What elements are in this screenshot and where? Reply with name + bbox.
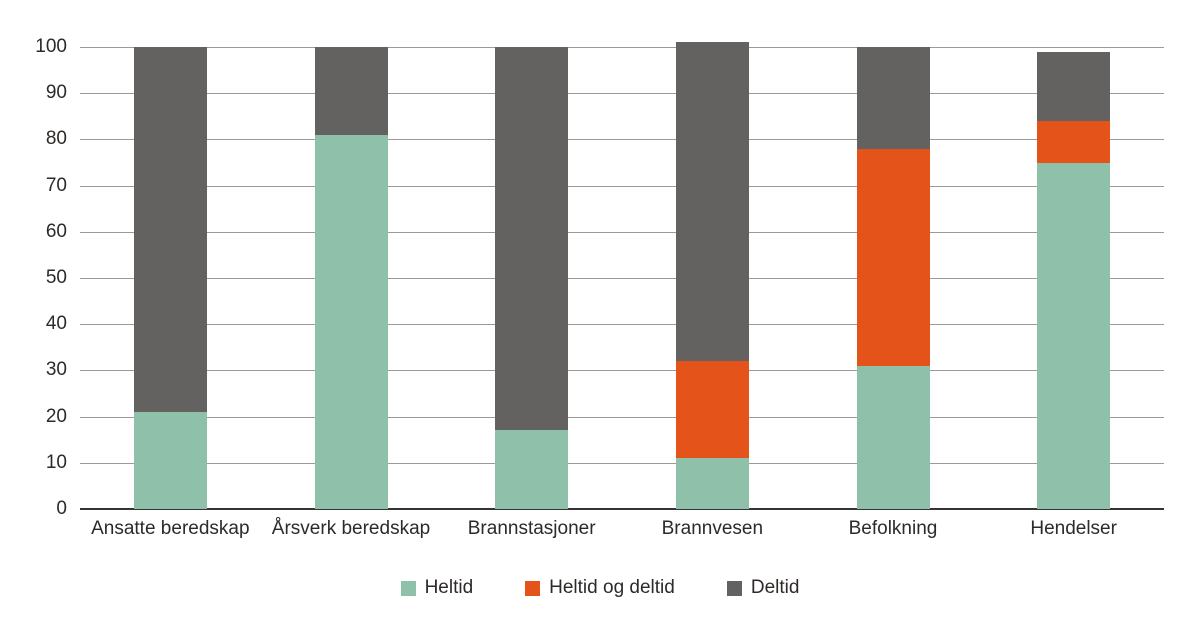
gridline-100 bbox=[80, 47, 1164, 48]
bar-segment-heltid bbox=[856, 365, 930, 509]
gridline-30 bbox=[80, 370, 1164, 372]
y-tick-label: 30 bbox=[45, 359, 67, 381]
legend-item-deltid: Deltid bbox=[726, 577, 800, 598]
bar-segment-heltid bbox=[675, 458, 749, 509]
bar-brannstasjoner bbox=[495, 47, 569, 509]
x-axis-label: Ansatte beredskap bbox=[91, 518, 250, 539]
y-tick-label: 10 bbox=[45, 451, 67, 473]
bar-segment-heltid bbox=[133, 411, 207, 509]
bar-segment-heltid-og-deltid bbox=[675, 361, 749, 459]
bar-segment-deltid bbox=[314, 47, 388, 135]
bar-segment-heltid-og-deltid bbox=[856, 148, 930, 366]
gridline-40 bbox=[80, 324, 1164, 326]
y-tick-label: 0 bbox=[56, 498, 67, 519]
legend: Heltid Heltid og deltid Deltid bbox=[0, 578, 1200, 598]
plot-area bbox=[80, 42, 1164, 510]
bar-befolkning bbox=[856, 47, 930, 509]
bar-segment-deltid bbox=[675, 42, 749, 362]
y-tick-label: 80 bbox=[45, 128, 67, 150]
gridline-70 bbox=[80, 185, 1164, 187]
x-axis-label: Befolkning bbox=[848, 518, 938, 539]
x-axis-label: Hendelser bbox=[1030, 518, 1117, 539]
bar--rsverk-beredskap bbox=[314, 47, 388, 509]
y-tick-label: 40 bbox=[45, 313, 67, 335]
bar-segment-deltid bbox=[133, 47, 207, 412]
bar-ansatte-beredskap bbox=[133, 47, 207, 509]
gridline-10 bbox=[80, 462, 1164, 464]
y-tick-label: 20 bbox=[45, 405, 67, 427]
bar-brannvesen bbox=[675, 42, 749, 509]
y-tick-label: 90 bbox=[45, 82, 67, 104]
bar-segment-deltid bbox=[1037, 51, 1111, 121]
legend-label: Heltid bbox=[424, 577, 474, 598]
bar-segment-deltid bbox=[856, 47, 930, 149]
gridline-20 bbox=[80, 416, 1164, 418]
bar-segment-heltid bbox=[1037, 162, 1111, 509]
legend-swatch-icon bbox=[726, 580, 742, 596]
bar-segment-deltid bbox=[495, 47, 569, 431]
legend-swatch-icon bbox=[400, 580, 416, 596]
bar-segment-heltid-og-deltid bbox=[1037, 120, 1111, 163]
legend-label: Deltid bbox=[750, 577, 800, 598]
legend-swatch-icon bbox=[525, 580, 541, 596]
gridline-60 bbox=[80, 231, 1164, 233]
x-axis-label: Årsverk beredskap bbox=[271, 518, 431, 539]
y-tick-label: 60 bbox=[45, 220, 67, 242]
legend-item-heltid: Heltid bbox=[400, 577, 474, 598]
x-axis-label: Brannvesen bbox=[661, 518, 764, 539]
bar-segment-heltid bbox=[495, 430, 569, 509]
y-tick-label: 50 bbox=[45, 267, 67, 288]
gridline-80 bbox=[80, 139, 1164, 141]
legend-item-heltid-og-deltid: Heltid og deltid bbox=[525, 578, 675, 598]
y-tick-label: 70 bbox=[45, 174, 67, 196]
gridline-50 bbox=[80, 278, 1164, 279]
bar-segment-heltid bbox=[314, 134, 388, 509]
gridline-90 bbox=[80, 93, 1164, 95]
x-axis-label: Brannstasjoner bbox=[467, 518, 596, 539]
y-tick-label: 100 bbox=[35, 36, 67, 57]
bar-hendelser bbox=[1037, 51, 1111, 509]
legend-label: Heltid og deltid bbox=[549, 577, 675, 598]
x-axis-baseline bbox=[80, 508, 1164, 510]
